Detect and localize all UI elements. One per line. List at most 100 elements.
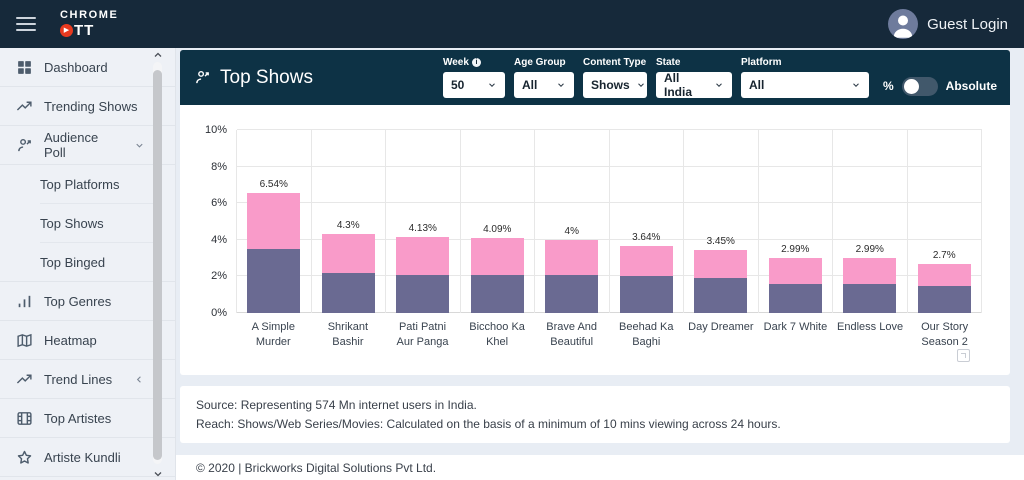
selected-value: Shows: [590, 78, 630, 92]
bar-value-label: 2.99%: [781, 244, 810, 256]
bar-segment-bottom: [619, 276, 673, 313]
chevron-down-icon: [134, 140, 145, 151]
gridline: [237, 202, 982, 204]
x-axis-label: Bicchoo Ka Khel: [469, 321, 525, 348]
filter-label: Content Type: [583, 57, 647, 68]
sidebar-item-top-binged[interactable]: Top Binged: [0, 243, 175, 282]
bar-segment-top: [694, 249, 748, 279]
sidebar-item-top-platforms[interactable]: Top Platforms: [0, 165, 175, 204]
selected-value: All India: [663, 71, 692, 99]
plot-area: 6.54% 4.3% 4.13% 4.09% 4% 3.64% 3.45% 2.99% 2.99…: [236, 129, 982, 313]
sidebar-item-heatmap[interactable]: Heatmap: [0, 321, 175, 360]
y-axis: 0% 2% 4% 6% 8% 10%: [194, 124, 236, 319]
sidebar-scrollbar[interactable]: [153, 62, 162, 464]
sidebar: Dashboard Trending Shows Audience Poll Top …: [0, 48, 176, 480]
stacked-bar-chart: 0% 2% 4% 6% 8% 10% 6.54% 4.3% 4.13% 4.09% 4% 3.64%…: [180, 105, 1010, 350]
y-tick-label: 10%: [204, 124, 227, 136]
bar-endless-love[interactable]: 2.99%: [833, 130, 908, 313]
bar-day-dreamer[interactable]: 3.45%: [684, 130, 759, 313]
sidebar-item-top-shows[interactable]: Top Shows: [0, 204, 175, 243]
filter-content-type: Content Type Shows: [582, 57, 647, 98]
percent-absolute-toggle[interactable]: [901, 76, 938, 96]
x-axis-labels: A Simple Murder Shrikant Bashir Pati Patni…: [236, 320, 982, 350]
trending-up-icon: [16, 371, 33, 388]
source-line-1: Source: Representing 574 Mn internet use…: [196, 398, 477, 412]
gridline: [237, 275, 982, 277]
bar-segment-bottom: [694, 278, 748, 313]
panel-header: Top Shows Week i 50 Age Group All Content Typ…: [180, 50, 1010, 105]
info-icon: i: [471, 58, 481, 67]
bar-dark-7-white[interactable]: 2.99%: [759, 130, 833, 313]
sidebar-item-label: Top Binged: [40, 254, 106, 270]
sidebar-item-top-genres[interactable]: Top Genres: [0, 282, 175, 321]
chevron-left-icon: [134, 374, 145, 385]
absolute-label: Absolute: [945, 79, 997, 93]
page-title-text: Top Shows: [220, 66, 313, 88]
app-logo[interactable]: CHROME ▶ TT: [60, 10, 119, 38]
bar-segment-top: [321, 234, 375, 273]
x-axis-label: A Simple Murder: [251, 321, 295, 348]
guest-login[interactable]: Guest Login: [888, 9, 1008, 39]
map-icon: [16, 332, 33, 349]
hamburger-menu-icon[interactable]: [16, 17, 36, 31]
guest-login-label: Guest Login: [927, 15, 1008, 33]
logo-text-chrome: CHROME: [60, 9, 119, 21]
bar-a-simple-murder[interactable]: 6.54%: [237, 130, 312, 313]
bar-brave-and-beautiful[interactable]: 4%: [535, 130, 610, 313]
sidebar-item-label: Artiste Kundli: [44, 449, 121, 465]
gridline: [237, 129, 982, 130]
x-axis-label: Brave And Beautiful: [546, 321, 598, 348]
bar-chart-icon: [16, 293, 33, 310]
trending-up-icon: [16, 98, 33, 115]
sidebar-item-audience-poll[interactable]: Audience Poll: [0, 126, 175, 165]
bar-segment-bottom: [247, 248, 301, 313]
bar-shrikant-bashir[interactable]: 4.3%: [312, 130, 386, 313]
chart-card: 0% 2% 4% 6% 8% 10% 6.54% 4.3% 4.13% 4.09% 4% 3.64%…: [180, 105, 1010, 375]
filter-select-age-group[interactable]: All: [513, 72, 574, 98]
bar-value-label: 3.64%: [632, 232, 661, 244]
bar-bicchoo-ka-khel[interactable]: 4.09%: [461, 130, 535, 313]
filter-label: Week i: [443, 57, 505, 68]
x-axis-label: Shrikant Bashir: [327, 321, 369, 348]
sidebar-item-label: Audience Poll: [44, 130, 99, 160]
bar-segment-bottom: [321, 272, 375, 313]
x-axis-label: Pati Patni Aur Panga: [396, 321, 449, 348]
copyright-text: © 2020 | Brickworks Digital Solutions Pv…: [196, 460, 437, 475]
sidebar-item-dashboard[interactable]: Dashboard: [0, 48, 175, 87]
chevron-down-icon: [714, 80, 724, 90]
bar-our-story-season-2[interactable]: 2.7%: [908, 130, 982, 313]
sidebar-item-trending-shows[interactable]: Trending Shows: [0, 87, 175, 126]
sidebar-item-artiste-kundli[interactable]: Artiste Kundli: [0, 438, 175, 477]
bar-segment-top: [768, 258, 822, 284]
bar-pati-patni-aur-panga[interactable]: 4.13%: [386, 130, 461, 313]
scroll-up-icon[interactable]: [152, 48, 164, 60]
sidebar-item-label: Dashboard: [44, 59, 108, 75]
scroll-down-icon[interactable]: [152, 467, 164, 479]
x-axis-label: Dark 7 White: [763, 321, 828, 333]
filter-label-text: Content Type: [582, 57, 647, 68]
sidebar-item-top-artistes[interactable]: Top Artistes: [0, 399, 175, 438]
bar-value-label: 6.54%: [259, 179, 288, 191]
scrollbar-thumb[interactable]: [153, 70, 162, 460]
bar-value-label: 4.13%: [408, 223, 437, 235]
bar-beehad-ka-baghi[interactable]: 3.64%: [610, 130, 684, 313]
filter-select-state[interactable]: All India: [655, 71, 732, 99]
bar-segment-bottom: [545, 274, 599, 313]
chevron-down-icon: [851, 80, 861, 90]
filter-age-group: Age Group All: [513, 57, 574, 98]
filter-select-content-type[interactable]: Shows: [582, 72, 647, 98]
export-icon[interactable]: [957, 349, 970, 362]
source-note: Source: Representing 574 Mn internet use…: [180, 386, 1010, 444]
filter-select-platform[interactable]: All: [740, 72, 869, 98]
audience-icon: [16, 137, 33, 154]
bar-segment-top: [843, 258, 897, 284]
logo-text-ott: TT: [74, 22, 95, 39]
gridline: [237, 312, 982, 313]
selected-value: 50: [450, 78, 465, 92]
bar-segment-bottom: [917, 286, 971, 313]
filter-select-week[interactable]: 50: [442, 72, 505, 98]
unit-toggle-group: % Absolute: [883, 76, 997, 96]
sidebar-item-trend-lines[interactable]: Trend Lines: [0, 360, 175, 399]
filter-platform: Platform All: [740, 57, 869, 98]
